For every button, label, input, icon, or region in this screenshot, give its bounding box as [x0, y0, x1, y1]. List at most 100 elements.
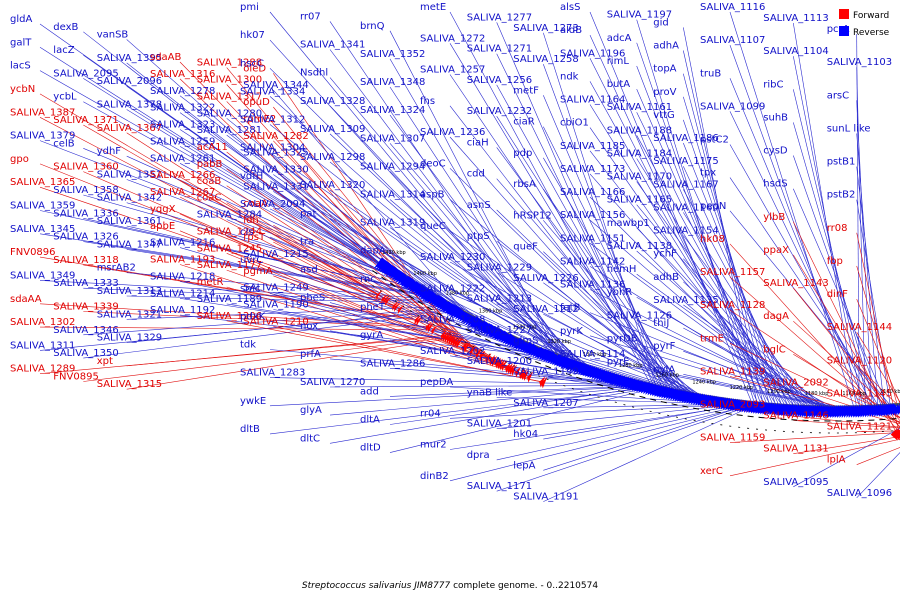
leader-line — [329, 388, 650, 444]
gene-label: dltA — [360, 415, 380, 426]
gene-label: tpx — [700, 168, 716, 179]
leader-line — [269, 152, 587, 371]
gene-arrow — [485, 353, 492, 364]
leader-line — [729, 78, 868, 411]
leader-line — [83, 31, 381, 264]
leader-line — [729, 44, 862, 411]
gene-label: sdaAB — [150, 52, 182, 63]
gene-label: SALIVA_1289 — [10, 364, 75, 375]
gene-label: SALIVA_1202 — [420, 346, 485, 357]
gene-label: pcrA — [827, 24, 850, 35]
gene-label: metE — [420, 2, 446, 13]
gene-label: SALIVA_1270 — [300, 377, 365, 388]
gene-arrow — [897, 431, 900, 437]
gene-label: ndk — [560, 71, 579, 82]
gene-arrow — [892, 403, 898, 416]
gene-label: rnc — [360, 274, 376, 285]
gene-label: SALIVA_1347 — [97, 239, 162, 250]
gene-label: SALIVA_1348 — [360, 77, 425, 88]
leader-line — [39, 210, 421, 292]
leader-line — [636, 320, 839, 412]
gene-label: SALIVA_1218 — [150, 271, 215, 282]
gene-label: SALIVA_1175 — [653, 156, 718, 167]
gene-label: SALIVA_1096 — [827, 488, 892, 499]
leader-line — [269, 377, 635, 386]
gene-label: SALIVA_1311 — [10, 340, 75, 351]
legend: Forward Reverse — [839, 9, 890, 38]
gene-label: SALIVA_1104 — [763, 46, 828, 57]
gene-arrow — [530, 345, 540, 357]
gene-label: SALIVA_1272 — [420, 33, 485, 44]
leader-line — [83, 308, 450, 336]
gene-label: SALIVA_1288 — [197, 58, 262, 69]
gene-label: SALIVA_1201 — [467, 419, 532, 430]
gene-label: pyrK — [560, 326, 583, 337]
gene-label: hscC — [240, 58, 264, 69]
gene-label: SALIVA_2096 — [97, 76, 162, 87]
gene-label: SALIVA_1192 — [150, 305, 215, 316]
gene-label: asd — [300, 265, 318, 276]
gene-label: hk04 — [513, 429, 538, 440]
genome-caption: Streptococcus salivarius JIM8777 complet… — [302, 581, 598, 591]
gene-label: SALIVA_1284 — [197, 210, 262, 221]
gene-label: ptpS — [467, 231, 490, 242]
gene-label: SALIVA_1387 — [10, 107, 75, 118]
gene-arrow — [885, 404, 891, 417]
kbp-ticks: 1420 kbp 1400 kbp 1380 kbp 1360 kbp 1340 kbp… — [382, 250, 900, 397]
gene-arrow — [857, 405, 863, 418]
gene-arrow — [526, 343, 536, 355]
gene-label: gyrA — [360, 330, 383, 341]
gene-arrow — [515, 338, 526, 350]
gene-label: SALIVA_1139 — [700, 366, 765, 377]
gene-label: SALIVA_1358 — [53, 185, 118, 196]
leader-line — [179, 179, 493, 361]
gene-arrow — [554, 354, 564, 366]
gene-label: SALIVA_1190 — [243, 300, 308, 311]
gene-label: glyA — [300, 405, 322, 416]
gene-arrow — [469, 345, 476, 356]
leader-line — [389, 171, 591, 372]
leader-line — [856, 232, 900, 435]
leader-line — [793, 122, 877, 410]
gene-label: oleD — [243, 63, 266, 74]
gene-label: prfA — [300, 349, 321, 360]
gene-label: cls — [240, 227, 254, 238]
gene-arrow — [889, 404, 895, 416]
gene-label: celB — [53, 138, 74, 149]
leader-line — [589, 289, 830, 412]
gene-label: SALIVA_1360 — [53, 162, 118, 173]
gene-label: SALIVA_1222 — [420, 283, 485, 294]
leader-line — [793, 155, 883, 410]
leader-line — [389, 199, 597, 374]
gene-arrow — [541, 349, 551, 361]
gene-arrow — [864, 405, 870, 418]
leader-line — [126, 39, 382, 266]
tick-label: 1400 kbp — [413, 271, 437, 277]
gene-label: SALIVA_1326 — [53, 232, 118, 243]
gene-label: smc — [240, 283, 260, 294]
legend-forward-swatch — [839, 9, 849, 19]
leader-line — [856, 452, 900, 499]
legend-forward-label: Forward — [853, 11, 889, 21]
leader-line — [856, 332, 900, 403]
gene-label: apbE — [150, 221, 175, 232]
gene-label: SALIVA_1213 — [467, 294, 532, 305]
gene-label: SALIVA_1319 — [360, 218, 425, 229]
gene-label: SALIVA_1329 — [97, 333, 162, 344]
leader-line — [636, 88, 775, 409]
leader-line — [543, 313, 714, 402]
gene-label: SALIVA_1361 — [97, 216, 162, 227]
gene-arrow — [501, 360, 508, 372]
gene-label: sdaAA — [10, 294, 42, 305]
leader-line — [126, 85, 393, 273]
gene-arrow — [384, 296, 392, 306]
gene-label: SALIVA_1164 — [560, 95, 625, 106]
gene-label: SALIVA_1196 — [560, 48, 625, 59]
leader-line — [729, 376, 900, 425]
gene-arrow — [431, 324, 438, 336]
gene-label: cdd — [467, 169, 485, 180]
leader-line — [543, 95, 671, 394]
gene-arrow — [397, 304, 405, 315]
gene-label: SALIVA_1107 — [700, 35, 765, 46]
